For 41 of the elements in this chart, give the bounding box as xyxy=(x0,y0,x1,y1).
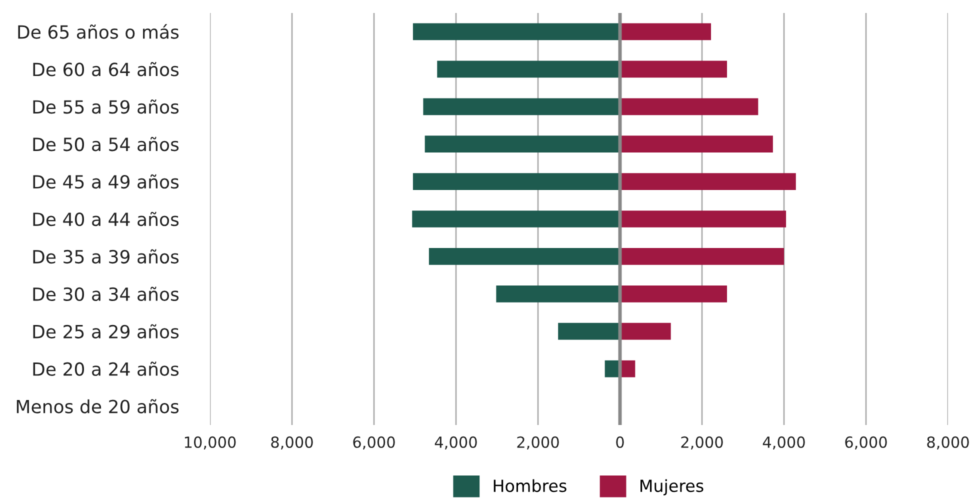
x-tick-label: 6,000 xyxy=(845,436,887,450)
x-tick-label: 4,000 xyxy=(434,436,477,450)
y-tick-label: De 60 a 64 años xyxy=(33,62,179,76)
bar xyxy=(428,248,620,265)
bar xyxy=(412,210,620,228)
bar xyxy=(620,98,758,116)
bar xyxy=(620,60,728,78)
x-tick-label: 2,000 xyxy=(517,436,559,450)
bar xyxy=(620,210,786,228)
bar xyxy=(620,23,712,40)
bar xyxy=(437,60,620,78)
x-tick-label: 4,000 xyxy=(762,436,805,450)
bar xyxy=(620,248,784,265)
x-tick-label: 10,000 xyxy=(184,436,236,450)
y-tick-label: De 40 a 44 años xyxy=(33,212,179,226)
bar xyxy=(496,285,620,302)
legend-label: Hombres xyxy=(494,479,566,492)
y-tick-label: De 65 años o más xyxy=(18,24,179,39)
y-tick-label: Menos de 20 años xyxy=(16,399,179,414)
bar xyxy=(620,322,671,340)
bar xyxy=(558,322,620,340)
y-tick-label: De 55 a 59 años xyxy=(33,99,179,114)
x-tick-label: 8,000 xyxy=(271,436,313,450)
bar xyxy=(424,136,620,153)
x-tick-label: 8,000 xyxy=(927,436,969,450)
bar xyxy=(423,98,620,116)
y-tick-label: De 30 a 34 años xyxy=(33,286,179,302)
x-tick-label: 6,000 xyxy=(353,436,395,450)
x-tick-label: 2,000 xyxy=(681,436,723,450)
y-tick-label: De 20 a 24 años xyxy=(33,362,179,376)
y-tick-label: De 25 a 29 años xyxy=(33,324,179,338)
x-tick-label: 0 xyxy=(616,436,624,448)
legend-label: Mujeres xyxy=(640,479,704,496)
bar xyxy=(620,173,796,190)
bar xyxy=(412,23,620,40)
y-tick-label: De 45 a 49 años xyxy=(33,174,179,189)
y-tick-label: De 50 a 54 años xyxy=(33,136,179,152)
bar xyxy=(412,173,620,190)
y-tick-label: De 35 a 39 años xyxy=(33,249,179,264)
bar xyxy=(620,136,773,153)
bar xyxy=(620,285,728,302)
